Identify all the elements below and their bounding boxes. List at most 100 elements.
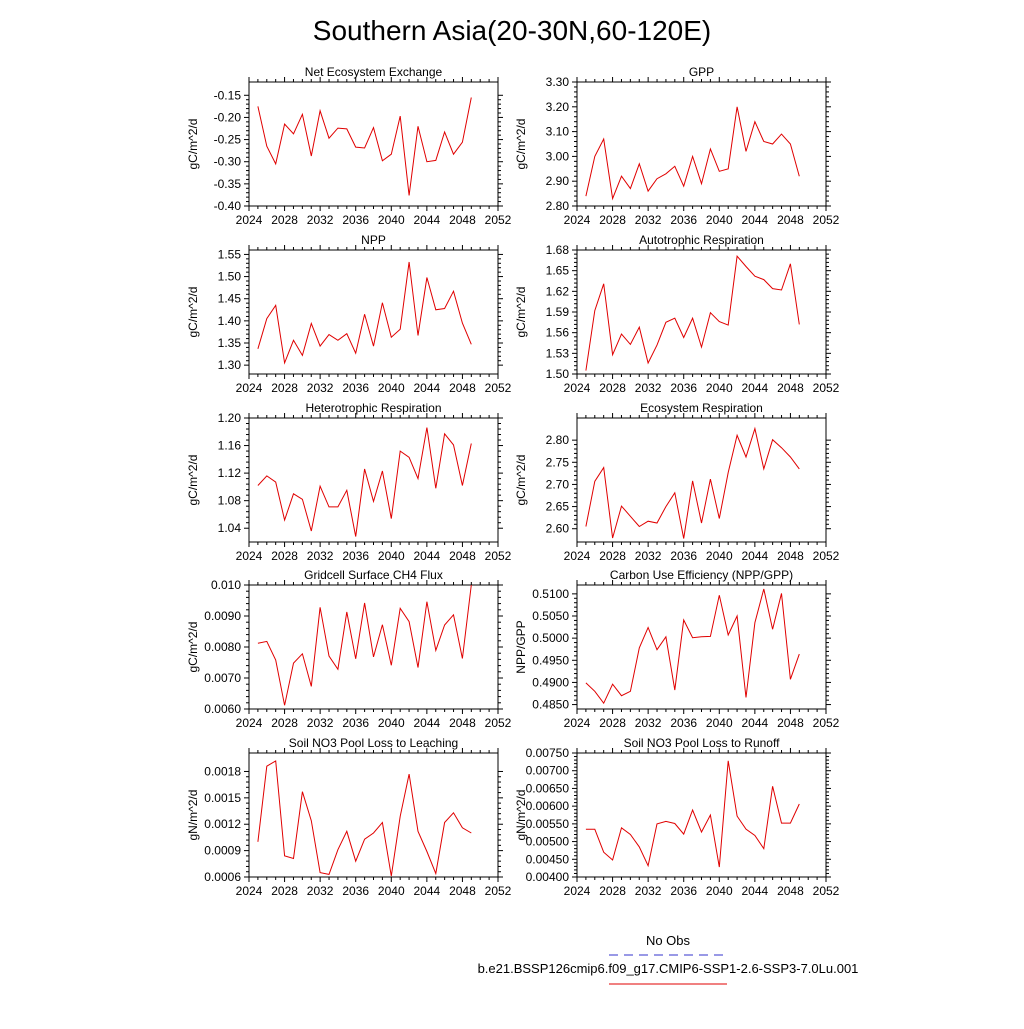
x-tick-label: 2032: [307, 716, 334, 730]
x-tick-label: 2044: [742, 381, 769, 395]
x-tick-label: 2040: [706, 884, 733, 898]
y-tick-label: 1.53: [546, 346, 570, 360]
x-tick-label: 2028: [599, 381, 626, 395]
x-tick-label: 2032: [307, 549, 334, 563]
series-line: [585, 106, 800, 201]
y-tick-label: 1.65: [546, 264, 570, 278]
y-tick-label: 1.40: [218, 314, 242, 328]
y-tick-label: 1.55: [218, 247, 242, 261]
y-tick-label: 0.5050: [532, 609, 569, 623]
y-tick-label: 0.0090: [204, 609, 241, 623]
x-tick-label: 2028: [599, 884, 626, 898]
y-tick-label: 0.00700: [526, 764, 570, 778]
chart-panel: Soil NO3 Pool Loss to Leaching 2024 2028 20…: [186, 736, 512, 898]
y-axis-label: gC/m^2/d: [186, 287, 200, 338]
x-tick-label: 2044: [414, 381, 441, 395]
x-tick-label: 2024: [236, 884, 263, 898]
panel-title: Ecosystem Respiration: [640, 401, 763, 415]
y-tick-label: 1.62: [546, 284, 570, 298]
x-tick-label: 2048: [777, 549, 804, 563]
series-line: [585, 588, 800, 705]
figure-title: Southern Asia(20-30N,60-120E): [313, 15, 711, 46]
y-tick-label: 2.80: [546, 433, 570, 447]
y-tick-label: 0.0015: [204, 791, 241, 805]
panel-title: Soil NO3 Pool Loss to Runoff: [624, 736, 781, 750]
x-tick-label: 2036: [342, 716, 369, 730]
x-tick-label: 2052: [813, 381, 840, 395]
x-tick-label: 2036: [670, 381, 697, 395]
x-tick-label: 2024: [564, 716, 591, 730]
y-tick-label: 1.20: [218, 411, 242, 425]
y-tick-label: -0.30: [214, 155, 242, 169]
y-tick-label: 0.4950: [532, 653, 569, 667]
x-tick-label: 2036: [670, 884, 697, 898]
chart-panel: Autotrophic Respiration 2024 2028 2032 2036 2…: [514, 233, 840, 395]
y-tick-label: 0.00450: [526, 852, 570, 866]
panel-title: Soil NO3 Pool Loss to Leaching: [289, 736, 458, 750]
y-axis-label: gC/m^2/d: [186, 455, 200, 506]
x-tick-label: 2028: [271, 213, 298, 227]
x-tick-label: 2048: [449, 549, 476, 563]
y-tick-label: 2.65: [546, 500, 570, 514]
series-line: [257, 261, 472, 365]
x-tick-label: 2040: [378, 884, 405, 898]
x-tick-label: 2048: [449, 381, 476, 395]
x-tick-label: 2024: [236, 381, 263, 395]
plot-frame: [248, 249, 499, 375]
y-tick-label: 0.00500: [526, 835, 570, 849]
x-tick-label: 2048: [777, 381, 804, 395]
x-tick-label: 2044: [414, 716, 441, 730]
x-tick-label: 2032: [635, 549, 662, 563]
y-tick-label: 0.00750: [526, 746, 570, 760]
y-tick-label: 0.00650: [526, 781, 570, 795]
x-tick-label: 2028: [599, 549, 626, 563]
y-tick-label: 2.75: [546, 455, 570, 469]
y-tick-label: 3.10: [546, 125, 570, 139]
legend: No Obs b.e21.BSSP126cmip6.f09_g17.CMIP6-…: [478, 933, 858, 985]
x-tick-label: 2040: [706, 549, 733, 563]
chart-panel: NPP 2024 2028 2032 2036 2040 2044 2048 2052 1.55 1…: [186, 233, 512, 395]
y-tick-label: 0.0060: [204, 702, 241, 716]
legend-obs-label: No Obs: [646, 933, 691, 948]
x-tick-label: 2048: [449, 884, 476, 898]
y-tick-label: 1.56: [546, 326, 570, 340]
x-tick-label: 2044: [742, 884, 769, 898]
x-tick-label: 2036: [342, 213, 369, 227]
y-axis-label: gC/m^2/d: [186, 622, 200, 673]
x-tick-label: 2052: [485, 213, 512, 227]
chart-panel: Ecosystem Respiration 2024 2028 2032 2036 204…: [514, 401, 840, 563]
x-tick-label: 2032: [307, 213, 334, 227]
x-tick-label: 2032: [635, 884, 662, 898]
x-tick-label: 2036: [342, 549, 369, 563]
y-tick-label: 1.04: [218, 521, 242, 535]
series-line: [257, 760, 472, 877]
y-tick-label: 1.68: [546, 243, 570, 257]
y-tick-label: 0.0070: [204, 671, 241, 685]
plot-frame: [248, 584, 499, 710]
y-tick-label: 0.0006: [204, 870, 241, 884]
y-axis-label: gN/m^2/d: [186, 790, 200, 841]
x-tick-label: 2024: [236, 716, 263, 730]
y-tick-label: 0.5000: [532, 631, 569, 645]
x-tick-label: 2036: [670, 213, 697, 227]
x-tick-label: 2040: [378, 549, 405, 563]
x-tick-label: 2040: [706, 213, 733, 227]
y-tick-label: 3.20: [546, 100, 570, 114]
series-line: [585, 426, 800, 539]
y-tick-label: -0.20: [214, 110, 242, 124]
y-axis-label: gC/m^2/d: [514, 119, 528, 170]
x-tick-label: 2028: [271, 381, 298, 395]
y-tick-label: 1.16: [218, 439, 242, 453]
plot-frame: [576, 584, 827, 710]
y-axis-label: gC/m^2/d: [514, 455, 528, 506]
y-tick-label: -0.15: [214, 88, 242, 102]
x-tick-label: 2044: [742, 213, 769, 227]
y-tick-label: 3.30: [546, 75, 570, 89]
chart-panel: Gridcell Surface CH4 Flux 2024 2028 2032 203…: [186, 568, 512, 730]
panel-title: Gridcell Surface CH4 Flux: [304, 568, 443, 582]
panel-title: Heterotrophic Respiration: [305, 401, 441, 415]
x-tick-label: 2028: [271, 716, 298, 730]
x-tick-label: 2052: [485, 716, 512, 730]
